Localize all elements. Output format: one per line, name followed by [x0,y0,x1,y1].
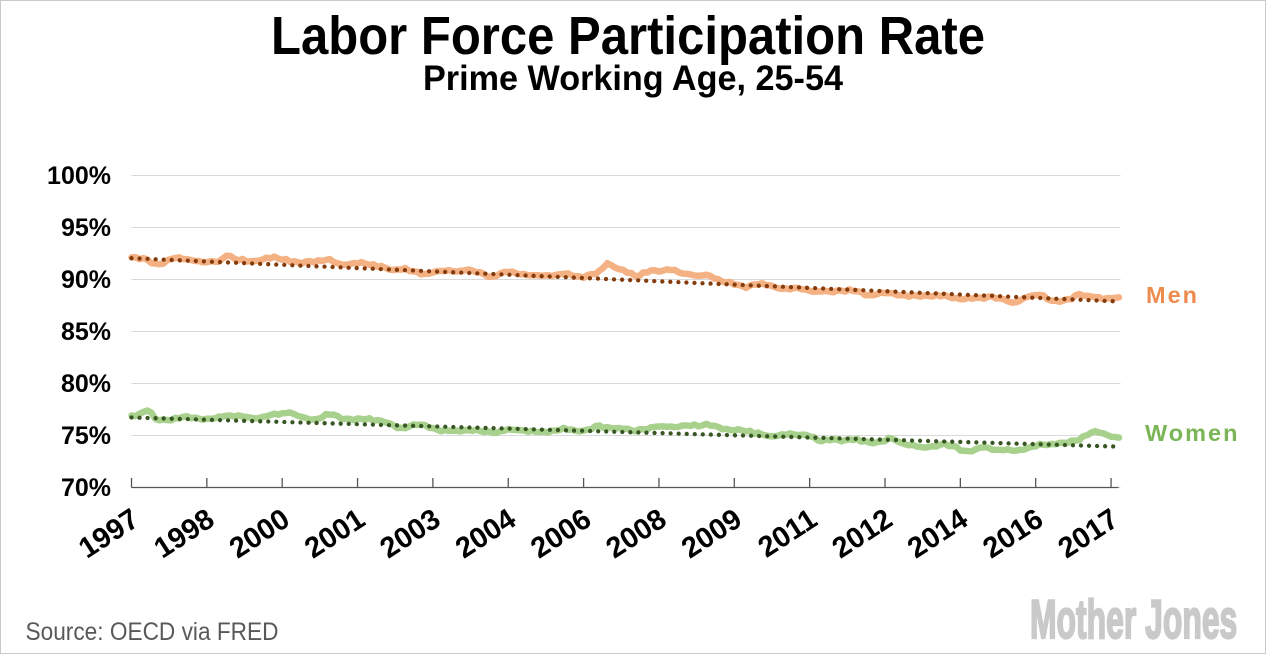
svg-text:95%: 95% [61,214,111,242]
svg-text:Women: Women [1145,420,1239,446]
svg-text:100%: 100% [47,162,111,190]
svg-text:70%: 70% [61,474,111,502]
svg-text:90%: 90% [61,266,111,294]
svg-text:Labor Force Participation Rate: Labor Force Participation Rate [271,6,985,66]
svg-text:80%: 80% [61,370,111,398]
svg-text:Prime Working Age, 25-54: Prime Working Age, 25-54 [423,59,844,98]
svg-text:75%: 75% [61,422,111,450]
svg-text:85%: 85% [61,318,111,346]
svg-text:Source: OECD via FRED: Source: OECD via FRED [26,618,279,646]
svg-text:Men: Men [1146,282,1199,308]
svg-text:Mother Jones: Mother Jones [1030,588,1237,650]
